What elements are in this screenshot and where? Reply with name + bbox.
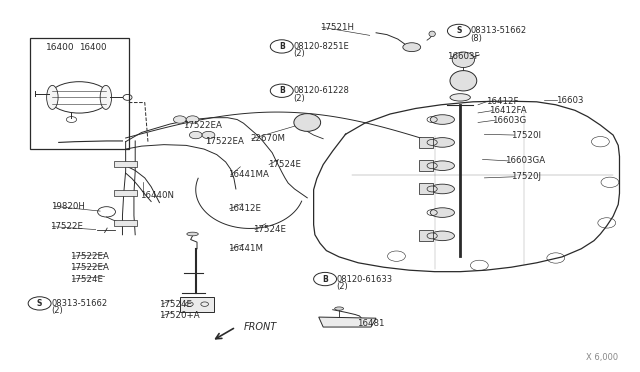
- Ellipse shape: [47, 86, 58, 109]
- Text: 16603G: 16603G: [492, 116, 526, 125]
- Bar: [419, 160, 433, 171]
- Bar: [30, 38, 129, 149]
- Text: 08120-8251E: 08120-8251E: [293, 42, 349, 51]
- Text: 17520+A: 17520+A: [159, 311, 200, 320]
- Text: 16412FA: 16412FA: [490, 106, 527, 115]
- Circle shape: [202, 131, 215, 139]
- Ellipse shape: [294, 113, 321, 131]
- Text: (2): (2): [293, 94, 305, 103]
- Ellipse shape: [430, 184, 454, 194]
- Text: 16603: 16603: [556, 96, 583, 105]
- Text: 16400: 16400: [79, 43, 107, 52]
- Ellipse shape: [450, 71, 477, 91]
- Ellipse shape: [187, 232, 198, 236]
- Text: 17522EA: 17522EA: [70, 251, 109, 261]
- Ellipse shape: [430, 231, 454, 241]
- Ellipse shape: [335, 307, 344, 310]
- Text: (8): (8): [470, 34, 483, 43]
- Text: 17524E: 17524E: [253, 225, 286, 234]
- Text: (2): (2): [51, 306, 63, 315]
- Text: (2): (2): [293, 49, 305, 58]
- Text: 16603F: 16603F: [447, 52, 480, 61]
- Text: 16481: 16481: [357, 319, 385, 328]
- Ellipse shape: [452, 52, 474, 67]
- Circle shape: [186, 116, 199, 123]
- Text: 08120-61228: 08120-61228: [293, 86, 349, 95]
- Text: 16412F: 16412F: [486, 97, 518, 106]
- Text: 16440N: 16440N: [140, 191, 174, 200]
- Ellipse shape: [100, 86, 111, 109]
- Ellipse shape: [430, 138, 454, 147]
- Text: 17522EA: 17522EA: [205, 137, 244, 146]
- Text: 08313-51662: 08313-51662: [470, 26, 527, 35]
- Bar: [419, 183, 433, 195]
- Ellipse shape: [403, 43, 420, 52]
- Text: S: S: [456, 26, 461, 35]
- Bar: [114, 161, 137, 167]
- Text: 08120-61633: 08120-61633: [337, 275, 393, 283]
- Text: 16603GA: 16603GA: [505, 156, 545, 166]
- Polygon shape: [319, 317, 376, 327]
- Bar: [114, 190, 137, 196]
- Text: 16441M: 16441M: [228, 244, 262, 253]
- Ellipse shape: [430, 208, 454, 217]
- Bar: [114, 220, 137, 226]
- Text: 22670M: 22670M: [250, 134, 285, 143]
- Polygon shape: [180, 297, 214, 311]
- Circle shape: [189, 131, 202, 139]
- Text: 17524E: 17524E: [70, 275, 103, 283]
- Text: FRONT: FRONT: [244, 322, 276, 332]
- Text: 16412E: 16412E: [228, 204, 260, 214]
- Text: 17521H: 17521H: [320, 23, 354, 32]
- Text: 17520I: 17520I: [511, 131, 541, 140]
- Ellipse shape: [429, 31, 435, 37]
- Text: 17524E: 17524E: [159, 300, 193, 309]
- Bar: [419, 137, 433, 148]
- Text: B: B: [279, 86, 285, 95]
- Ellipse shape: [430, 115, 454, 124]
- Text: X 6,000: X 6,000: [586, 353, 618, 362]
- Text: 17522E: 17522E: [51, 222, 83, 231]
- Text: B: B: [322, 275, 328, 283]
- Text: B: B: [279, 42, 285, 51]
- Circle shape: [173, 116, 186, 123]
- Text: 16400: 16400: [46, 43, 75, 52]
- Ellipse shape: [450, 94, 470, 101]
- Text: 19820H: 19820H: [51, 202, 85, 211]
- Text: S: S: [37, 299, 42, 308]
- Text: (2): (2): [337, 282, 348, 291]
- Text: 17520J: 17520J: [511, 172, 541, 181]
- Text: 17522EA: 17522EA: [70, 263, 109, 272]
- Text: 17522EA: 17522EA: [183, 121, 222, 129]
- Bar: [419, 230, 433, 241]
- Text: 08313-51662: 08313-51662: [51, 299, 108, 308]
- Text: 16441MA: 16441MA: [228, 170, 268, 179]
- Text: 17524E: 17524E: [268, 160, 301, 169]
- Ellipse shape: [430, 161, 454, 170]
